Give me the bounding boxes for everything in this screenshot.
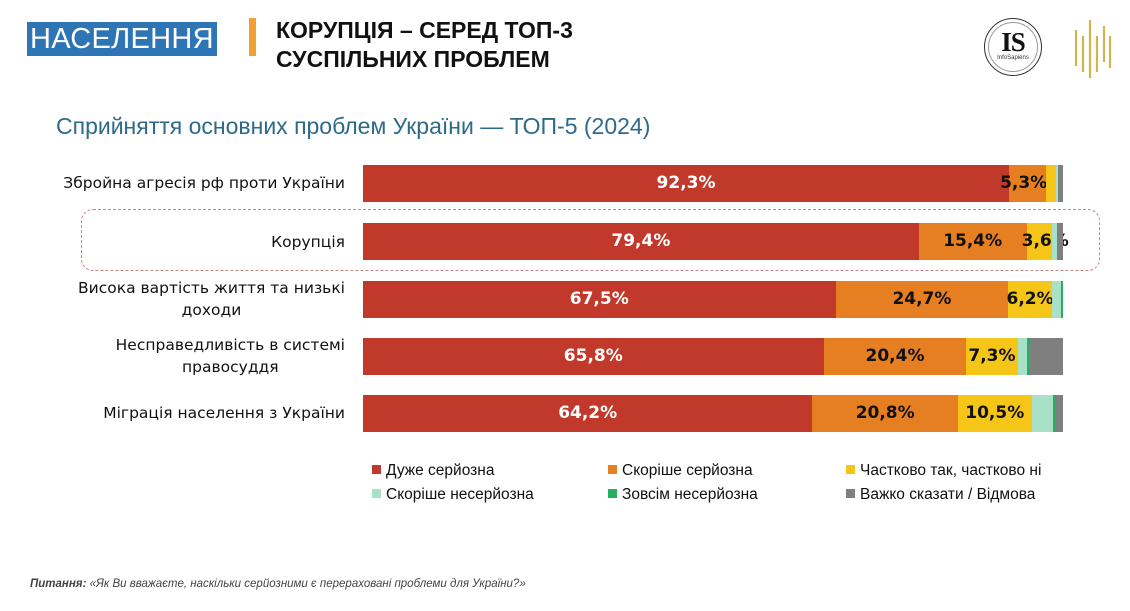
legend-swatch: [608, 465, 617, 474]
data-label: 20,8%: [855, 403, 915, 423]
data-label: 5,3%: [1000, 173, 1048, 193]
bar-segment: [363, 223, 920, 260]
category-label-line: Корупція: [271, 233, 345, 251]
legend-label: Частково так, частково ні: [860, 462, 1042, 479]
legend-swatch: [846, 465, 855, 474]
data-label: 6,2%: [1006, 289, 1054, 309]
legend-label: Важко сказати / Відмова: [860, 486, 1036, 503]
bar-segment: [966, 338, 1018, 375]
legend-label: Скоріше серйозна: [622, 462, 753, 479]
category-label: Збройна агресія рф проти України: [63, 172, 345, 194]
bar-segment: [363, 281, 836, 318]
bar-segment: [1008, 281, 1053, 318]
bar-segment: [1031, 395, 1053, 432]
legend-swatch: [846, 489, 855, 498]
bar-segment: [835, 281, 1009, 318]
category-label-line: Збройна агресія рф проти України: [63, 174, 345, 192]
data-label: 10,5%: [965, 403, 1025, 423]
bar-segment: [1046, 165, 1057, 202]
bar-segment: [1017, 338, 1028, 375]
bar-segment: [363, 395, 813, 432]
legend-item: Зовсім несерйозна: [608, 485, 758, 505]
legend-item: Скоріше несерйозна: [372, 485, 534, 505]
section-tag: НАСЕЛЕННЯ: [27, 22, 217, 56]
data-label: 7,3%: [968, 346, 1016, 366]
logo-is-text: IS: [1001, 27, 1026, 57]
category-label-line: доходи: [181, 301, 242, 319]
legend-swatch: [372, 489, 381, 498]
bar-row: 92,3% 5,3%: [363, 165, 1064, 202]
category-label: Висока вартість життя та низькі доходи: [78, 277, 345, 321]
page-title-line1: КОРУПЦІЯ – СЕРЕД ТОП-3: [276, 17, 573, 43]
page-title-line2: СУСПІЛЬНИХ ПРОБЛЕМ: [276, 46, 550, 72]
data-label: 20,4%: [865, 346, 925, 366]
page-title: КОРУПЦІЯ – СЕРЕД ТОП-3 СУСПІЛЬНИХ ПРОБЛЕ…: [276, 16, 573, 74]
bar-segment: [1051, 223, 1058, 260]
category-label-line: правосуддя: [182, 358, 279, 376]
bar-row: 64,2% 20,8% 10,5%: [363, 395, 1064, 432]
bar-segment: [1029, 338, 1064, 375]
legend-label: Скоріше несерйозна: [386, 486, 534, 503]
data-label: 65,8%: [563, 346, 623, 366]
legend-label: Дуже серйозна: [386, 462, 495, 479]
category-label-line: Міграція населення з України: [103, 404, 345, 422]
footnote-label: Питання:: [30, 578, 87, 590]
category-label: Несправедливість в системі правосуддя: [116, 334, 345, 378]
bar-segment: [363, 165, 1010, 202]
bar-segment: [1027, 338, 1030, 375]
data-label: 64,2%: [558, 403, 618, 423]
infosapiens-logo: IS InfoSapiens: [984, 18, 1042, 76]
data-label: 79,4%: [611, 231, 671, 251]
bar-segment: [1058, 165, 1064, 202]
legend-label: Зовсім несерйозна: [622, 486, 758, 503]
bar-segment: [1057, 223, 1064, 260]
bar-row: 67,5% 24,7% 6,2%: [363, 281, 1064, 318]
category-label-line: Несправедливість в системі: [115, 336, 345, 354]
bar-segment: [1060, 281, 1064, 318]
accent-bar: [249, 18, 256, 56]
legend-swatch: [608, 489, 617, 498]
question-footnote: Питання: «Як Ви вважаєте, наскільки серй…: [30, 578, 526, 590]
bar-row: 79,4% 15,4% 3,6%: [363, 223, 1069, 260]
legend-item: Важко сказати / Відмова: [846, 485, 1035, 505]
bar-segment: [823, 338, 967, 375]
category-label-line: Висока вартість життя та низькі: [78, 279, 345, 297]
bar-segment: [1056, 165, 1059, 202]
logo-is-subtext: InfoSapiens: [997, 55, 1029, 61]
highlight-frame-corruption: [81, 209, 1100, 271]
data-label: 67,5%: [569, 289, 629, 309]
data-label: 24,7%: [892, 289, 952, 309]
category-label: Корупція: [271, 231, 345, 253]
bar-segment: [812, 395, 959, 432]
data-label: 92,3%: [656, 173, 716, 193]
bar-segment: [918, 223, 1028, 260]
partner-logo-icon: [1074, 20, 1112, 78]
category-label: Міграція населення з України: [103, 402, 345, 424]
bar-segment: [958, 395, 1032, 432]
footnote-text: «Як Ви вважаєте, наскільки серйозними є …: [86, 578, 526, 590]
bar-segment: [1026, 223, 1053, 260]
data-label: 15,4%: [943, 231, 1003, 251]
legend-item: Дуже серйозна: [372, 461, 494, 481]
legend-swatch: [372, 465, 381, 474]
bar-segment: [1009, 165, 1047, 202]
legend-item: Скоріше серйозна: [608, 461, 753, 481]
chart-title: Сприйняття основних проблем України — ТО…: [56, 113, 651, 139]
legend-item: Частково так, частково ні: [846, 461, 1041, 481]
bar-segment: [363, 338, 825, 375]
bar-segment: [1055, 395, 1064, 432]
bar-row: 65,8% 20,4% 7,3%: [363, 338, 1064, 375]
bar-segment: [1052, 395, 1056, 432]
bar-segment: [1051, 281, 1062, 318]
